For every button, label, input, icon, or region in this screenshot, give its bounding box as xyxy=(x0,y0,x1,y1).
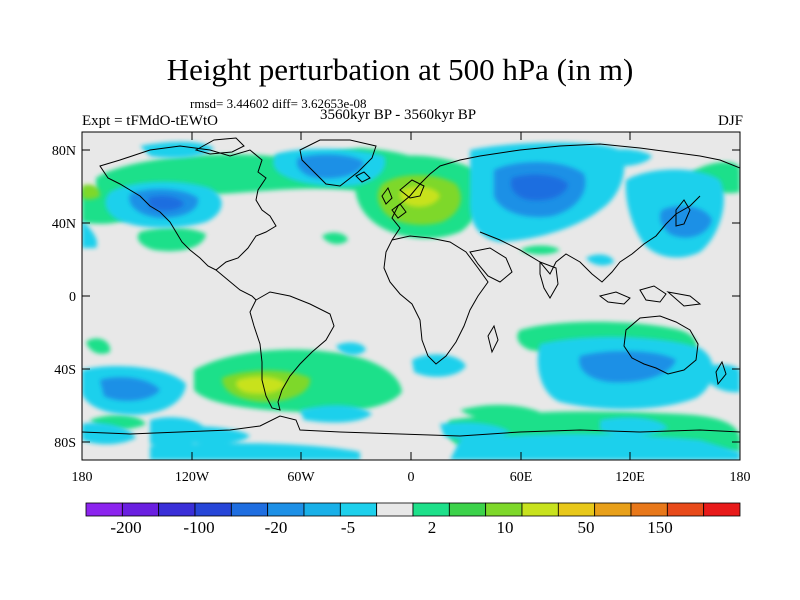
colorbar-labels: -200 -100 -20 -5 2 10 50 150 xyxy=(110,518,672,537)
colorbar-box xyxy=(267,502,305,517)
colorbar-box xyxy=(121,502,160,517)
lon-label-180w: 180 xyxy=(72,470,93,485)
coastlines xyxy=(82,137,740,437)
colorbar-box xyxy=(158,502,196,517)
lat-label-80s: 80S xyxy=(54,436,76,451)
lon-label-120w: 120W xyxy=(175,470,210,485)
lat-axis xyxy=(82,149,740,443)
colorbar-box xyxy=(194,502,232,517)
colorbar-label: 150 xyxy=(647,518,673,537)
colorbar-label: 2 xyxy=(428,518,437,537)
colorbar-box xyxy=(376,502,414,517)
colorbar-box xyxy=(557,502,596,517)
colorbar-box xyxy=(630,502,668,517)
colorbar-label: -100 xyxy=(183,518,214,537)
lon-label-0: 0 xyxy=(408,470,415,485)
stats-text: rmsd= 3.44602 diff= 3.62653e-08 xyxy=(190,96,367,111)
colorbar xyxy=(85,502,741,517)
colorbar-box xyxy=(666,502,705,517)
season-label: DJF xyxy=(717,113,743,129)
experiment-label: Expt = tFMdO-tEWtO xyxy=(82,113,218,129)
lon-label-60e: 60E xyxy=(510,470,533,485)
lat-label-0: 0 xyxy=(69,290,76,305)
lon-label-60w: 60W xyxy=(287,470,315,485)
colorbar-box xyxy=(485,502,523,517)
colorbar-label: -20 xyxy=(265,518,288,537)
colorbar-box xyxy=(85,502,123,517)
colorbar-box xyxy=(521,502,559,517)
colorbar-box xyxy=(412,502,450,517)
lat-label-40n: 40N xyxy=(52,217,76,232)
lon-label-120e: 120E xyxy=(615,470,645,485)
colorbar-label: -200 xyxy=(110,518,141,537)
lon-label-180e: 180 xyxy=(730,470,751,485)
colorbar-box xyxy=(339,502,378,517)
contour-fills xyxy=(82,141,740,460)
colorbar-label: -5 xyxy=(341,518,355,537)
period-label: 3560kyr BP - 3560kyr BP xyxy=(320,107,477,123)
colorbar-box xyxy=(703,502,741,517)
colorbar-box xyxy=(230,502,269,517)
colorbar-label: 50 xyxy=(578,518,595,537)
colorbar-box xyxy=(594,502,632,517)
lat-label-40s: 40S xyxy=(54,363,76,378)
lat-label-80n: 80N xyxy=(52,144,76,159)
colorbar-label: 10 xyxy=(497,518,514,537)
plot-title: Height perturbation at 500 hPa (in m) xyxy=(166,52,634,87)
colorbar-box xyxy=(303,502,341,517)
lon-axis xyxy=(81,132,741,460)
colorbar-box xyxy=(448,502,487,517)
